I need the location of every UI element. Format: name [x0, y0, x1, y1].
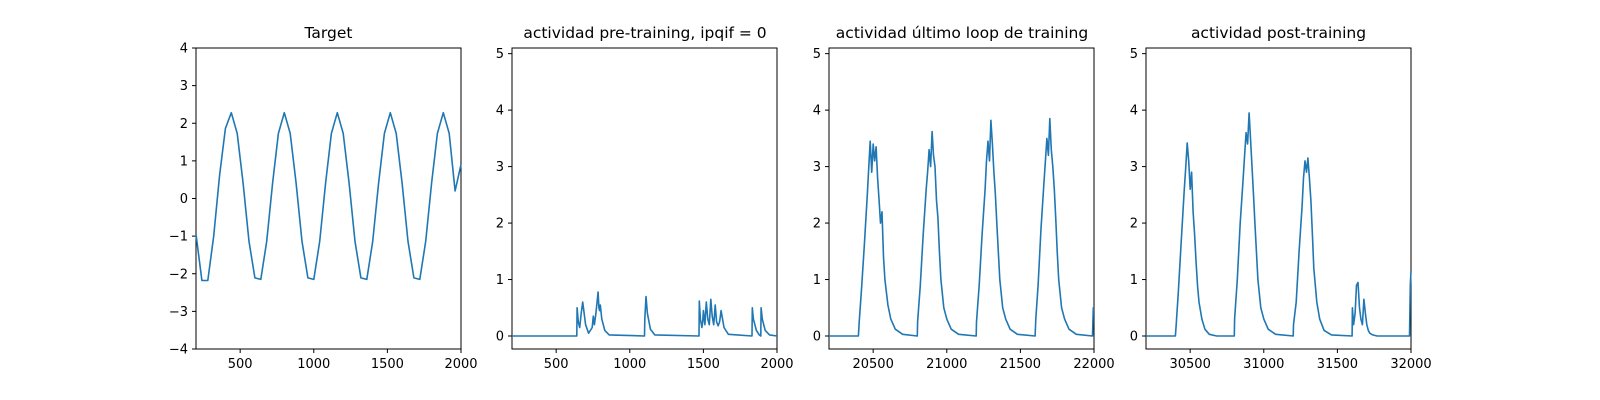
panel-pre-training: actividad pre-training, ipqif = 0 500 100…	[496, 24, 794, 372]
axes-frame-post-training	[1145, 47, 1412, 350]
y-tick-label: 3	[180, 79, 188, 94]
series-line	[829, 117, 1095, 337]
y-tick-label: 1	[813, 273, 821, 288]
y-tick-label: 4	[496, 104, 504, 119]
x-tick-label: 21000	[926, 357, 967, 372]
marks-post-training: 30500 31000 31500 32000 0 1 2 3 4 5	[1130, 47, 1432, 372]
axes-frame-last-training-loop	[828, 47, 1095, 350]
panel-last-training-loop: actividad último loop de training 20500 2…	[813, 24, 1115, 372]
x-tick-label: 21500	[1000, 357, 1041, 372]
y-tick-label: 2	[1130, 217, 1138, 232]
x-tick-label: 500	[228, 357, 253, 372]
panel-post-training: actividad post-training 30500 31000 31500 3…	[1130, 24, 1432, 372]
y-tick-label: −2	[169, 267, 188, 282]
panel-title-pre-training: actividad pre-training, ipqif = 0	[523, 24, 766, 42]
marks-pre-training: 500 1000 1500 2000 0 1 2 3 4 5	[496, 47, 794, 372]
y-tick-label: 4	[813, 104, 821, 119]
axes-frame-pre-training	[511, 47, 778, 350]
y-tick-label: 5	[1130, 47, 1138, 62]
series-line	[512, 291, 778, 337]
marks-last-training-loop: 20500 21000 21500 22000 0 1 2 3 4 5	[813, 47, 1115, 372]
y-tick-label: 2	[496, 217, 504, 232]
y-tick-label: 2	[813, 217, 821, 232]
y-tick-label: 0	[813, 330, 821, 345]
y-tick-label: 3	[1130, 160, 1138, 175]
panel-title-post-training: actividad post-training	[1191, 24, 1366, 42]
x-tick-label: 20500	[852, 357, 893, 372]
x-tick-label: 1000	[297, 357, 330, 372]
x-tick-label: 2000	[760, 357, 793, 372]
x-tick-label: 32000	[1390, 357, 1431, 372]
panel-title-target: Target	[304, 24, 353, 42]
y-tick-label: 4	[1130, 104, 1138, 119]
y-tick-label: 1	[496, 273, 504, 288]
series-line	[1146, 112, 1412, 337]
y-tick-label: 0	[496, 330, 504, 345]
y-tick-label: −1	[169, 230, 188, 245]
series-line	[195, 111, 462, 282]
x-tick-label: 1500	[687, 357, 720, 372]
x-tick-label: 1000	[613, 357, 646, 372]
x-tick-label: 22000	[1073, 357, 1114, 372]
y-tick-label: 0	[180, 192, 188, 207]
marks-target: 500 1000 1500 2000 −4 −3 −2 −1 0 1 2 3 4	[169, 42, 478, 373]
y-tick-label: 3	[496, 160, 504, 175]
y-tick-label: 1	[1130, 273, 1138, 288]
x-tick-label: 31000	[1243, 357, 1284, 372]
x-tick-label: 2000	[444, 357, 477, 372]
y-tick-label: −4	[169, 343, 188, 358]
y-tick-label: 1	[180, 154, 188, 169]
x-tick-label: 1500	[371, 357, 404, 372]
panel-target: Target 500 1000 1500 2000 −4 −3 −2 −1 0 1 2 3 4	[169, 24, 478, 372]
y-tick-label: 5	[813, 47, 821, 62]
y-tick-label: 4	[180, 42, 188, 57]
panel-title-last-training-loop: actividad último loop de training	[836, 24, 1088, 42]
y-tick-label: 0	[1130, 330, 1138, 345]
y-tick-label: 5	[496, 47, 504, 62]
y-tick-label: −3	[169, 305, 188, 320]
x-tick-label: 500	[544, 357, 569, 372]
y-tick-label: 3	[813, 160, 821, 175]
y-tick-label: 2	[180, 117, 188, 132]
x-tick-label: 30500	[1169, 357, 1210, 372]
x-tick-label: 31500	[1317, 357, 1358, 372]
